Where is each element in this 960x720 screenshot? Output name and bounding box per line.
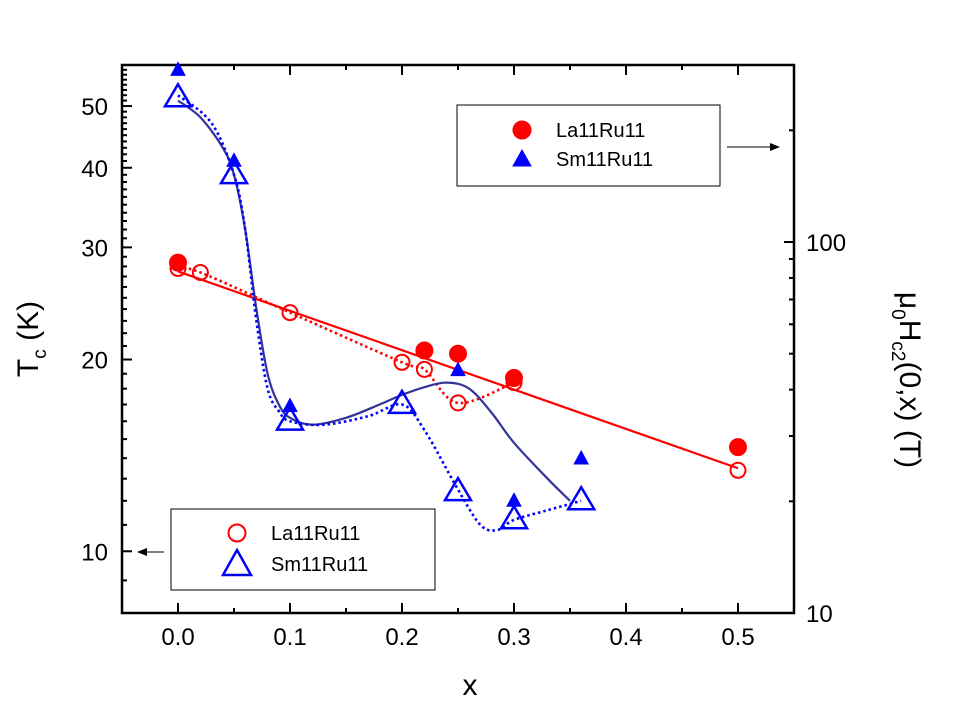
- point-Sm11Ru11-open-triangle: [218, 158, 250, 185]
- y-left-tick-label: 10: [81, 539, 108, 566]
- point-La11Ru11-open-circle: [191, 263, 209, 281]
- legend-left-box: [170, 508, 436, 591]
- legend-left: La11Ru11 Sm11Ru11: [137, 508, 436, 591]
- x-tick-label: 0.5: [721, 624, 754, 651]
- x-tick-label: 0.3: [497, 624, 530, 651]
- legend-right-label-0: La11Ru11: [556, 120, 645, 142]
- y-axis-left-title: Tc (K): [12, 301, 51, 377]
- legend-right-arrow-head: [770, 143, 780, 151]
- point-La11Ru11-open-circle: [393, 353, 411, 371]
- y-right-tick-label: 100: [806, 230, 846, 257]
- point-Sm11Ru11-open-triangle: [566, 484, 597, 511]
- x-tick-label: 0.2: [385, 624, 418, 651]
- point-La11Ru11-open-circle: [449, 394, 467, 412]
- point-La11Ru11-filled-circle: [505, 368, 523, 387]
- legend-left-marker-1: [220, 547, 254, 577]
- y-left-title-unit: (K): [12, 301, 45, 349]
- legend-right-box: [456, 104, 721, 187]
- legend-right-marker-0: [512, 120, 532, 140]
- x-tick-label: 0.0: [161, 624, 194, 651]
- point-Sm11Ru11-filled-triangle: [226, 152, 242, 167]
- y-left-tick-label: 30: [81, 235, 108, 262]
- fit-line-1: [177, 266, 515, 405]
- legend-right-marker-1: [512, 148, 532, 167]
- y-right-title-h-sub: c2: [887, 341, 908, 361]
- y-left-tick-label: 40: [81, 156, 108, 183]
- points-layer: [162, 61, 747, 530]
- point-La11Ru11-open-circle: [729, 461, 747, 479]
- point-La11Ru11-open-circle: [281, 304, 299, 322]
- legend-left-label-1: Sm11Ru11: [271, 554, 368, 576]
- y-axis-right-title: μ0Hc2(0,x) (T): [887, 292, 926, 468]
- legend-left-label-0: La11Ru11: [271, 523, 360, 545]
- point-La11Ru11-filled-circle: [169, 253, 187, 272]
- x-axis-title: x: [463, 669, 478, 702]
- point-La11Ru11-filled-circle: [415, 341, 434, 360]
- point-Sm11Ru11-open-triangle: [162, 81, 194, 108]
- point-Sm11Ru11-open-triangle: [386, 388, 418, 415]
- point-Sm11Ru11-open-triangle: [498, 503, 530, 530]
- x-tick-label: 0.1: [273, 624, 306, 651]
- y-right-title-h: H: [893, 320, 926, 342]
- point-Sm11Ru11-filled-triangle: [170, 61, 186, 76]
- point-La11Ru11-filled-circle: [449, 344, 467, 363]
- point-Sm11Ru11-filled-triangle: [506, 492, 522, 507]
- point-La11Ru11-open-circle: [415, 360, 433, 378]
- y-right-title-mu-sub: 0: [887, 309, 908, 320]
- legend-right-label-1: Sm11Ru11: [556, 149, 653, 171]
- y-left-title-main: T: [12, 359, 45, 377]
- point-Sm11Ru11-filled-triangle: [573, 449, 590, 465]
- point-Sm11Ru11-filled-triangle: [282, 397, 298, 413]
- y-right-title-mu: μ: [893, 292, 926, 309]
- y-right-title-rest: (0,x) (T): [893, 361, 926, 468]
- x-tick-label: 0.4: [609, 624, 642, 651]
- legend-right: La11Ru11 Sm11Ru11: [456, 104, 780, 187]
- legend-left-marker-0: [227, 523, 247, 543]
- y-left-title-sub: c: [30, 349, 51, 359]
- point-Sm11Ru11-open-triangle: [274, 405, 306, 431]
- legend-left-arrow-head: [137, 548, 147, 556]
- y-left-tick-label: 20: [81, 348, 108, 375]
- point-La11Ru11-filled-circle: [729, 438, 747, 457]
- y-right-tick-label: 10: [806, 601, 833, 628]
- ticks-layer: 0.0 0.1 0.2 0.3 0.4 0.5 10 20 30 40 50 10 100: [81, 64, 846, 651]
- fit-line-3: [177, 94, 582, 532]
- point-Sm11Ru11-open-triangle: [442, 475, 474, 502]
- y-left-tick-label: 50: [81, 94, 108, 121]
- point-Sm11Ru11-filled-triangle: [450, 361, 466, 377]
